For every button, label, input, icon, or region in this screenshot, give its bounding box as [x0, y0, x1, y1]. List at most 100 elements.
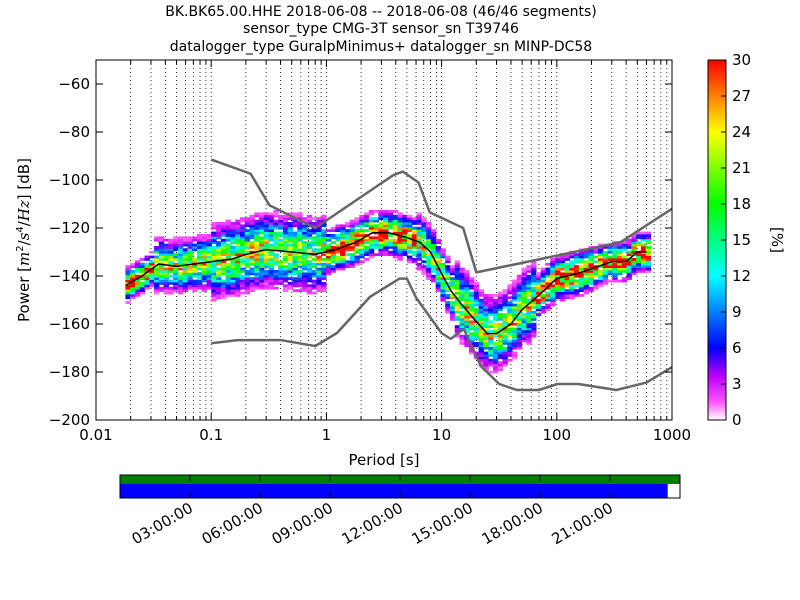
histogram-cell — [626, 270, 632, 273]
histogram-cell — [383, 253, 389, 256]
histogram-cell — [163, 246, 169, 249]
histogram-cell — [316, 219, 322, 223]
histogram-cell — [445, 289, 451, 292]
histogram-cell — [488, 361, 494, 364]
histogram-cell — [621, 243, 628, 247]
histogram-cell — [278, 238, 284, 242]
histogram-cell — [239, 231, 246, 235]
histogram-cell — [306, 219, 313, 223]
histogram-cell — [134, 286, 141, 290]
histogram-cell — [364, 253, 370, 256]
histogram-cell — [588, 274, 594, 278]
histogram-cell — [588, 282, 594, 285]
histogram-cell — [211, 236, 217, 240]
title-line-3: datalogger_type GuralpMinimus+ datalogge… — [170, 39, 592, 55]
histogram-cell — [173, 241, 179, 244]
histogram-cell — [182, 284, 189, 288]
histogram-cell — [282, 219, 289, 223]
histogram-cell — [216, 241, 222, 244]
histogram-cell — [497, 354, 504, 357]
histogram-cell — [268, 238, 274, 242]
histogram-cell — [316, 231, 322, 235]
histogram-cell — [464, 277, 470, 280]
histogram-cell — [445, 255, 451, 259]
histogram-cell — [278, 267, 284, 271]
histogram-cell — [158, 255, 165, 259]
histogram-cell — [383, 217, 389, 220]
histogram-cell — [235, 246, 241, 249]
histogram-cell — [440, 298, 446, 302]
histogram-cell — [435, 286, 442, 290]
histogram-cell — [330, 250, 337, 254]
histogram-cell — [387, 210, 394, 213]
histogram-cell — [488, 370, 494, 374]
histogram-cell — [302, 260, 308, 264]
histogram-cell — [177, 284, 184, 288]
histogram-cell — [478, 327, 484, 331]
histogram-cell — [478, 344, 484, 348]
histogram-cell — [201, 248, 208, 252]
histogram-cell — [526, 325, 532, 328]
histogram-cell — [239, 236, 246, 240]
histogram-cell — [378, 243, 384, 247]
histogram-cell — [454, 265, 461, 268]
histogram-cell — [230, 260, 236, 264]
histogram-cell — [621, 241, 628, 244]
y-tick-label: −140 — [49, 267, 90, 285]
histogram-cell — [278, 224, 284, 228]
histogram-cell — [464, 294, 470, 297]
histogram-cell — [220, 265, 227, 268]
histogram-cell — [239, 267, 246, 271]
histogram-cell — [268, 234, 274, 237]
histogram-cell — [354, 241, 360, 244]
histogram-cell — [230, 224, 236, 228]
histogram-cell — [564, 265, 570, 268]
histogram-cell — [220, 291, 227, 295]
histogram-cell — [173, 253, 179, 256]
y-tick-label: −180 — [49, 363, 90, 381]
histogram-cell — [349, 236, 356, 240]
histogram-cell — [497, 296, 504, 300]
histogram-cell — [483, 339, 489, 343]
histogram-cell — [335, 250, 341, 254]
histogram-cell — [359, 250, 365, 254]
histogram-cell — [521, 298, 527, 302]
histogram-cell — [540, 284, 547, 288]
histogram-cell — [302, 229, 308, 232]
histogram-cell — [254, 219, 260, 223]
histogram-cell — [640, 234, 647, 237]
histogram-cell — [497, 322, 504, 326]
histogram-cell — [225, 253, 232, 256]
histogram-cell — [235, 238, 241, 242]
histogram-cell — [574, 258, 580, 261]
histogram-cell — [306, 234, 313, 237]
histogram-cell — [469, 349, 475, 352]
histogram-cell — [469, 277, 475, 280]
histogram-cell — [531, 291, 537, 295]
histogram-cell — [249, 277, 255, 280]
histogram-cell — [302, 277, 308, 280]
histogram-cell — [211, 298, 217, 302]
histogram-cell — [192, 243, 198, 247]
histogram-cell — [177, 267, 184, 271]
histogram-cell — [330, 255, 337, 259]
histogram-cell — [197, 267, 203, 271]
histogram-cell — [259, 255, 265, 259]
histogram-cell — [368, 238, 375, 242]
histogram-cell — [445, 265, 451, 268]
histogram-cell — [540, 267, 547, 271]
histogram-cell — [469, 322, 475, 326]
histogram-cell — [149, 279, 155, 283]
histogram-cell — [316, 250, 322, 254]
histogram-cell — [454, 274, 461, 278]
histogram-cell — [488, 330, 494, 333]
histogram-cell — [617, 255, 623, 259]
histogram-cell — [407, 238, 413, 242]
histogram-cell — [139, 277, 146, 280]
histogram-cell — [564, 262, 570, 266]
histogram-cell — [259, 217, 265, 220]
histogram-cell — [621, 267, 628, 271]
histogram-cell — [192, 236, 198, 240]
histogram-cell — [554, 294, 561, 297]
histogram-cell — [259, 212, 265, 216]
